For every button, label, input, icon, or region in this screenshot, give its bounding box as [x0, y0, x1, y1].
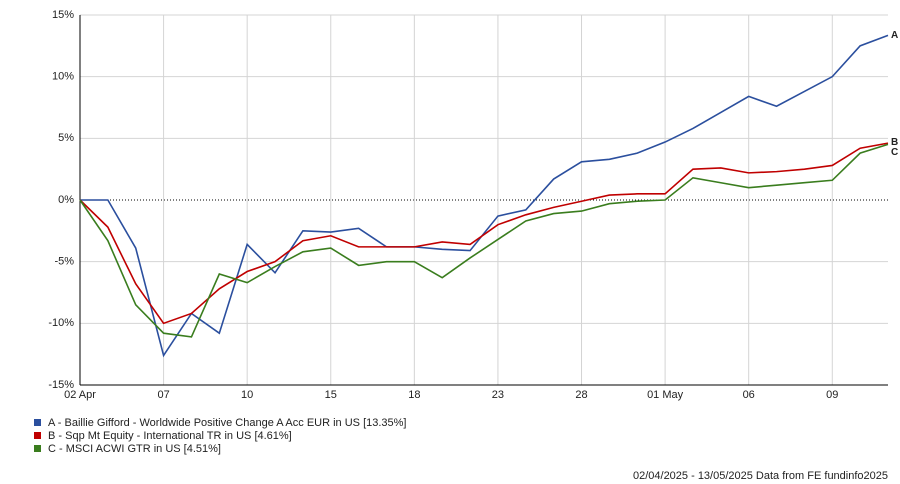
footer: 02/04/2025 - 13/05/2025 Data from FE fun…	[633, 470, 888, 482]
x-tick-label: 07	[157, 389, 169, 401]
legend-swatch	[34, 445, 41, 452]
x-tick-label: 02 Apr	[64, 389, 96, 401]
x-tick-label: 15	[325, 389, 337, 401]
x-tick-label: 06	[743, 389, 755, 401]
y-tick-label: 10%	[52, 71, 74, 83]
end-label: B	[891, 137, 898, 148]
line	[79, 143, 889, 338]
x-tick-label: 18	[408, 389, 420, 401]
x-tick-label: 23	[492, 389, 504, 401]
y-tick-label: 5%	[58, 132, 74, 144]
y-tick-label: -10%	[48, 317, 74, 329]
x-tick-label: 10	[241, 389, 253, 401]
legend-swatch	[34, 432, 41, 439]
y-tick-label: 0%	[58, 194, 74, 206]
y-tick-label: -5%	[54, 256, 74, 268]
legend-label: C - MSCI ACWI GTR in US [4.51%]	[48, 443, 221, 455]
x-tick-label: 09	[826, 389, 838, 401]
y-tick-label: -15%	[48, 379, 74, 391]
legend-label: B - Sqp Mt Equity - International TR in …	[48, 430, 292, 442]
end-label: A	[891, 30, 898, 41]
x-tick-label: 28	[575, 389, 587, 401]
legend-swatch	[34, 419, 41, 426]
x-tick-label: 01 May	[647, 389, 684, 401]
y-tick-label: 15%	[52, 9, 74, 21]
legend-label: A - Baillie Gifford - Worldwide Positive…	[48, 417, 406, 429]
line	[79, 142, 889, 325]
line	[80, 34, 889, 358]
end-label: C	[891, 147, 898, 158]
